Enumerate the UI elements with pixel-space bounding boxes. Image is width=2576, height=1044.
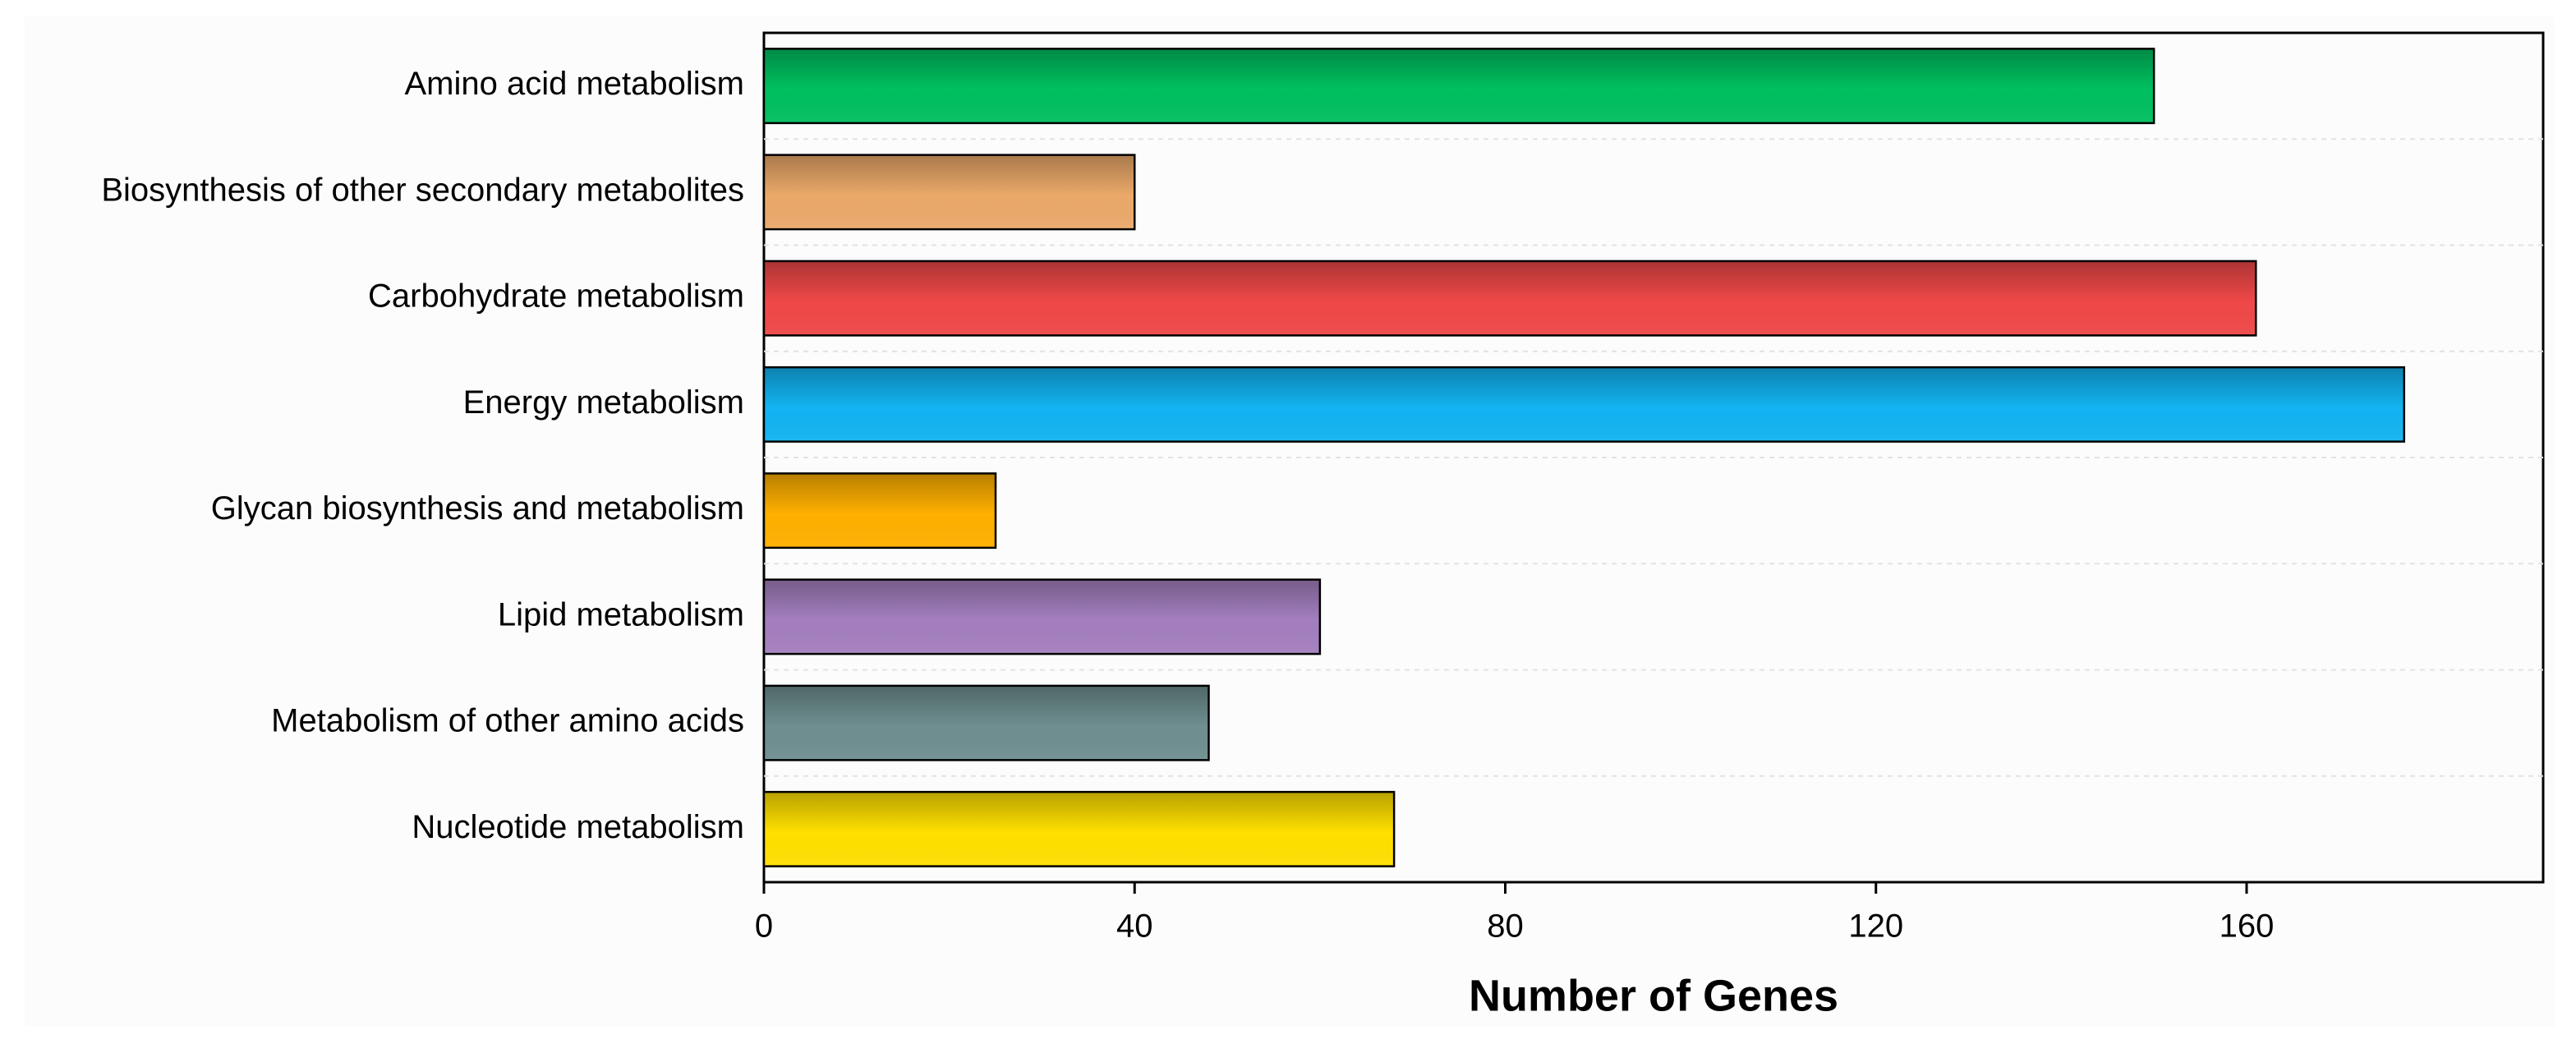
x-axis-title: Number of Genes <box>1469 971 1838 1020</box>
y-tick-label: Carbohydrate metabolism <box>368 278 744 315</box>
y-tick-label: Amino acid metabolism <box>405 66 745 102</box>
y-tick-label: Energy metabolism <box>463 384 744 421</box>
bar-shade <box>762 684 1210 761</box>
x-tick-label: 0 <box>755 908 773 945</box>
y-tick-label: Lipid metabolism <box>498 596 744 632</box>
bar-shade <box>762 48 2155 125</box>
y-tick-label: Biosynthesis of other secondary metaboli… <box>101 172 744 208</box>
y-tick-label: Metabolism of other amino acids <box>271 703 744 739</box>
x-tick-label: 40 <box>1116 908 1153 945</box>
y-tick-label: Nucleotide metabolism <box>412 809 744 845</box>
bar-shade <box>762 260 2257 337</box>
bar-shade <box>762 366 2406 443</box>
bar-shade <box>762 472 997 550</box>
bar-shade <box>762 790 1396 867</box>
y-tick-label: Glycan biosynthesis and metabolism <box>211 490 744 527</box>
bar-shade <box>762 578 1322 655</box>
x-tick-label: 120 <box>1848 908 1903 945</box>
bar-shade <box>762 154 1136 231</box>
x-tick-label: 160 <box>2220 908 2275 945</box>
x-tick-label: 80 <box>1487 908 1524 945</box>
